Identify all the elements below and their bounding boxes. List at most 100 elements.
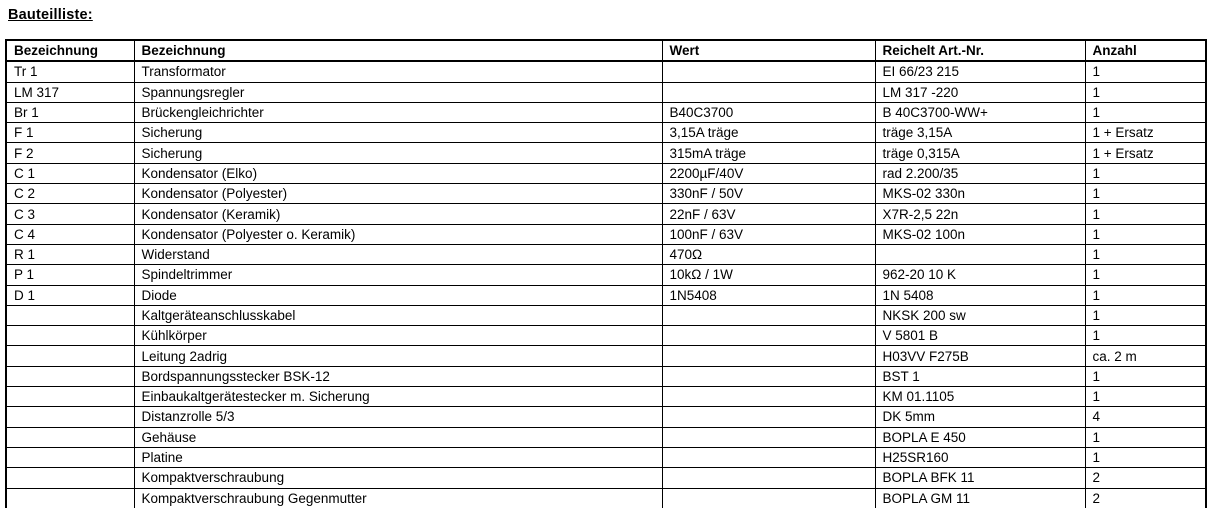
table-cell: Brückengleichrichter <box>133 101 663 124</box>
table-header-row: Bezeichnung Bezeichnung Wert Reichelt Art.-… <box>5 39 1207 63</box>
table-cell: X7R-2,5 22n <box>874 203 1086 225</box>
table-cell: KM 01.1105 <box>874 386 1086 408</box>
table-cell <box>661 304 876 327</box>
table-cell: R 1 <box>5 243 135 266</box>
table-row: R 1 Widerstand 470Ω 1 <box>5 243 1207 266</box>
table-cell: Tr 1 <box>5 60 135 83</box>
table-cell <box>5 446 135 469</box>
table-cell <box>661 446 876 469</box>
table-cell: B40C3700 <box>661 101 876 124</box>
table-cell: ca. 2 m <box>1084 345 1207 367</box>
table-cell: Sicherung <box>133 122 663 144</box>
table-row: C 1 Kondensator (Elko) 2200µF/40V rad 2.200… <box>5 162 1207 185</box>
table-cell: Distanzrolle 5/3 <box>133 406 663 428</box>
table-row: Platine H25SR160 1 <box>5 446 1207 469</box>
table-cell: Kondensator (Polyester) <box>133 183 663 205</box>
table-cell: Spannungsregler <box>133 81 663 103</box>
table-row: Kaltgeräteanschlusskabel NKSK 200 sw 1 <box>5 304 1207 327</box>
table-cell: 2 <box>1084 467 1207 489</box>
table-cell: 470Ω <box>661 243 876 266</box>
table-row: Gehäuse BOPLA E 450 1 <box>5 426 1207 448</box>
parts-table-body: Tr 1 Transformator EI 66/23 215 1 LM 317 Span… <box>5 60 1207 508</box>
table-cell <box>661 426 876 448</box>
table-cell: LM 317 <box>5 81 135 103</box>
table-cell: Bordspannungsstecker BSK-12 <box>133 365 663 388</box>
table-cell: 1 + Ersatz <box>1084 122 1207 144</box>
table-cell: Kompaktverschraubung Gegenmutter <box>133 487 663 508</box>
table-cell: 3,15A träge <box>661 122 876 144</box>
table-cell: 1 + Ersatz <box>1084 142 1207 164</box>
table-cell: 1 <box>1084 243 1207 266</box>
column-header: Wert <box>661 39 876 63</box>
table-cell: 1 <box>1084 426 1207 448</box>
table-cell: F 1 <box>5 122 135 144</box>
table-cell: C 4 <box>5 223 135 245</box>
table-cell: 1 <box>1084 223 1207 245</box>
table-cell <box>874 243 1086 266</box>
table-cell: Kondensator (Polyester o. Keramik) <box>133 223 663 245</box>
table-cell: 1N 5408 <box>874 284 1086 306</box>
table-cell <box>661 60 876 83</box>
table-cell: DK 5mm <box>874 406 1086 428</box>
table-cell: EI 66/23 215 <box>874 60 1086 83</box>
table-cell: NKSK 200 sw <box>874 304 1086 327</box>
page-title: Bauteilliste: <box>8 7 93 23</box>
table-cell: Kühlkörper <box>133 325 663 347</box>
table-cell: C 1 <box>5 162 135 185</box>
table-cell: Kondensator (Keramik) <box>133 203 663 225</box>
parts-table: Bezeichnung Bezeichnung Wert Reichelt Art.-… <box>5 39 1207 508</box>
table-cell <box>5 386 135 408</box>
table-cell: P 1 <box>5 264 135 286</box>
table-cell: 2 <box>1084 487 1207 508</box>
table-cell <box>5 304 135 327</box>
table-cell: 962-20 10 K <box>874 264 1086 286</box>
table-cell: 1 <box>1084 446 1207 469</box>
table-cell: Kondensator (Elko) <box>133 162 663 185</box>
table-cell: träge 0,315A <box>874 142 1086 164</box>
table-cell: 1 <box>1084 264 1207 286</box>
table-cell <box>5 487 135 508</box>
table-cell: Einbaukaltgerätestecker m. Sicherung <box>133 386 663 408</box>
table-cell: MKS-02 100n <box>874 223 1086 245</box>
table-cell: Transformator <box>133 60 663 83</box>
table-cell: 315mA träge <box>661 142 876 164</box>
table-cell: 1 <box>1084 386 1207 408</box>
table-cell: 1 <box>1084 365 1207 388</box>
table-cell: Kaltgeräteanschlusskabel <box>133 304 663 327</box>
table-cell: 1 <box>1084 162 1207 185</box>
table-cell: 1 <box>1084 325 1207 347</box>
table-cell: Sicherung <box>133 142 663 164</box>
table-cell: Br 1 <box>5 101 135 124</box>
table-row: D 1 Diode 1N5408 1N 5408 1 <box>5 284 1207 306</box>
table-row: LM 317 Spannungsregler LM 317 -220 1 <box>5 81 1207 103</box>
table-cell: 1N5408 <box>661 284 876 306</box>
table-cell: Diode <box>133 284 663 306</box>
table-cell: H03VV F275B <box>874 345 1086 367</box>
table-cell: MKS-02 330n <box>874 183 1086 205</box>
column-header: Anzahl <box>1084 39 1207 63</box>
table-row: Tr 1 Transformator EI 66/23 215 1 <box>5 60 1207 83</box>
table-cell <box>5 426 135 448</box>
table-row: C 4 Kondensator (Polyester o. Keramik) 100… <box>5 223 1207 245</box>
table-row: Distanzrolle 5/3 DK 5mm 4 <box>5 406 1207 428</box>
table-cell: 100nF / 63V <box>661 223 876 245</box>
table-cell: BOPLA E 450 <box>874 426 1086 448</box>
table-cell: H25SR160 <box>874 446 1086 469</box>
table-row: F 1 Sicherung 3,15A träge träge 3,15A 1 + Er… <box>5 122 1207 144</box>
table-cell <box>661 406 876 428</box>
table-cell: LM 317 -220 <box>874 81 1086 103</box>
table-cell: BOPLA GM 11 <box>874 487 1086 508</box>
table-cell <box>661 345 876 367</box>
table-row: Leitung 2adrig H03VV F275B ca. 2 m <box>5 345 1207 367</box>
table-cell: V 5801 B <box>874 325 1086 347</box>
table-cell: rad 2.200/35 <box>874 162 1086 185</box>
table-cell: BOPLA BFK 11 <box>874 467 1086 489</box>
table-cell: 4 <box>1084 406 1207 428</box>
table-cell <box>5 406 135 428</box>
table-cell <box>5 365 135 388</box>
table-cell <box>661 325 876 347</box>
table-cell: träge 3,15A <box>874 122 1086 144</box>
